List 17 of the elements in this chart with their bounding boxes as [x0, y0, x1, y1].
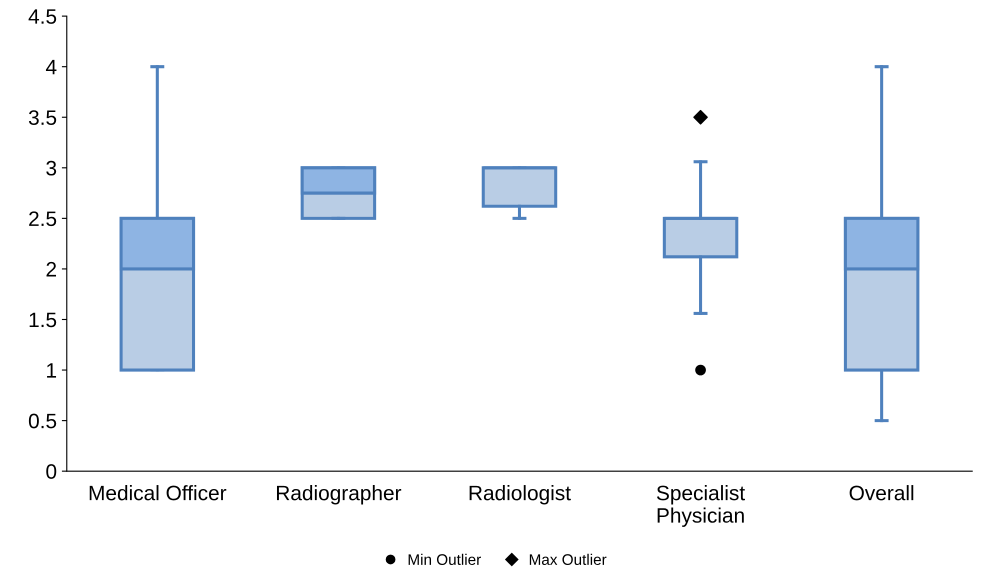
- x-tick-label: Overall: [850, 485, 914, 500]
- y-tick-label: 0.5: [28, 414, 56, 428]
- legend-label: Min Outlier: [408, 554, 481, 565]
- y-tick-label: 1.5: [30, 312, 56, 328]
- y-tick-label: 2: [46, 262, 56, 276]
- y-tick-label: 3.5: [28, 110, 56, 125]
- y-tick-label: 0: [46, 464, 56, 479]
- x-tick-label: Radiographer: [276, 485, 402, 504]
- y-tick-label: 2.5: [29, 211, 56, 226]
- x-tick-label: Radiologist: [470, 485, 571, 504]
- y-tick-label: 4: [46, 60, 56, 74]
- y-tick-label: 3: [46, 160, 56, 176]
- x-tick-label: Medical Officer: [90, 485, 226, 500]
- y-tick-label: 1: [47, 363, 56, 378]
- y-tick-label: 4.5: [28, 9, 56, 24]
- legend-label: Max Outlier: [530, 554, 606, 565]
- x-tick-label: Specialist Physician: [656, 485, 745, 527]
